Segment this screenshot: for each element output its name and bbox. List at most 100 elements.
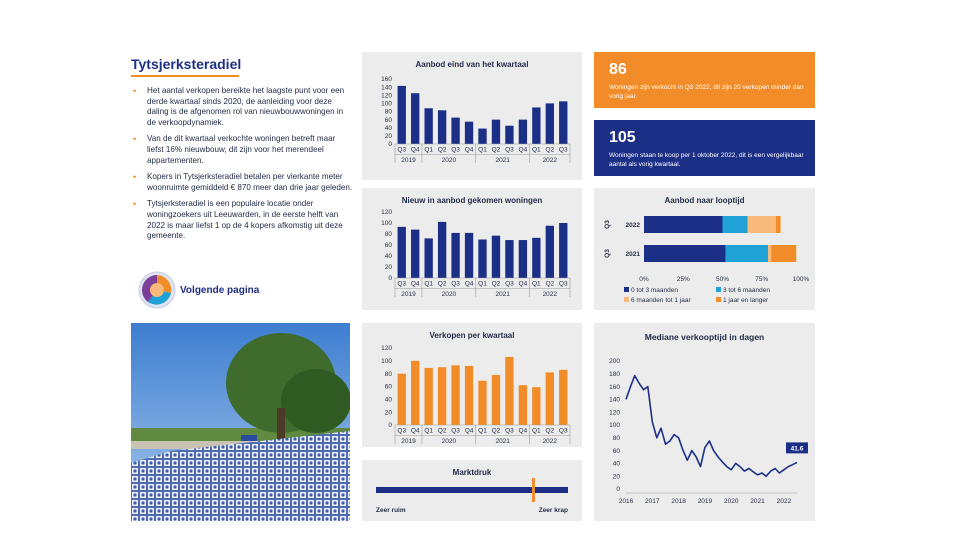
- bar: [518, 385, 528, 425]
- x-tick-label: 2019: [698, 498, 713, 505]
- row-label: 2021: [626, 251, 641, 258]
- stacked-segment: [644, 216, 723, 233]
- y-tick-label: 20: [385, 133, 393, 140]
- bar: [505, 125, 514, 144]
- y-tick-label: 100: [381, 358, 392, 365]
- marktdruk-panel: Marktdruk Zeer ruim Zeer krap: [362, 460, 582, 521]
- year-label: 2022: [543, 291, 558, 298]
- bar: [491, 119, 501, 144]
- year-label: 2019: [401, 157, 416, 164]
- bar: [518, 240, 528, 278]
- x-tick-label: Q2: [545, 147, 554, 154]
- kpi-number: 86: [609, 61, 627, 78]
- x-tick-label: 25%: [677, 276, 690, 283]
- x-tick-label: 50%: [716, 276, 729, 283]
- stacked-segment: [722, 216, 748, 233]
- year-label: 2022: [543, 157, 558, 164]
- x-tick-label: Q1: [424, 281, 433, 288]
- bar: [411, 360, 420, 425]
- x-tick-label: Q1: [424, 147, 433, 154]
- y-tick-label: 140: [609, 397, 620, 404]
- stacked-bar-looptijd: 2022 Q3 2021 Q3 0% 25% 50% 75% 100% 0 tot 3 maand…: [604, 216, 810, 304]
- y-tick-label: 100: [381, 220, 392, 227]
- row-label: 2022: [626, 222, 641, 229]
- series-line: [625, 374, 798, 477]
- bar: [491, 235, 501, 278]
- group-label: Q3: [604, 249, 611, 258]
- x-tick-label: 2017: [645, 498, 660, 505]
- y-tick-label: 20: [385, 409, 393, 416]
- bullet-item: Van de dit kwartaal verkochte woningen b…: [131, 134, 353, 166]
- x-tick-label: Q4: [411, 281, 420, 288]
- bar: [411, 229, 420, 278]
- bar: [424, 238, 433, 278]
- next-page-icon[interactable]: [138, 271, 176, 309]
- legend-label: 6 maanden tot 1 jaar: [631, 297, 691, 304]
- x-tick-label: 2020: [724, 498, 739, 505]
- legend-swatch: [624, 287, 629, 292]
- y-tick-label: 200: [609, 358, 620, 365]
- legend-swatch: [624, 297, 629, 302]
- y-tick-label: 100: [609, 422, 620, 429]
- x-tick-label: Q2: [545, 428, 554, 435]
- y-tick-label: 140: [381, 84, 392, 91]
- x-tick-label: Q4: [519, 428, 528, 435]
- x-tick-label: Q2: [438, 147, 447, 154]
- x-tick-label: 2022: [777, 498, 792, 505]
- last-value-label: 41.6: [791, 445, 804, 452]
- chart-title: Nieuw in aanbod gekomen woningen: [401, 196, 543, 205]
- x-tick-label: 0%: [639, 276, 649, 283]
- bar: [518, 119, 528, 144]
- chart-title: Verkopen per kwartaal: [429, 331, 515, 340]
- x-tick-label: Q3: [397, 281, 406, 288]
- stacked-segment: [644, 245, 726, 262]
- bar: [545, 372, 554, 425]
- x-tick-label: Q3: [559, 428, 568, 435]
- year-label: 2020: [442, 438, 457, 445]
- chart-verkopen-panel: Verkopen per kwartaal 0 20 40 60 80 100 120 Q3 Q…: [362, 323, 582, 447]
- x-tick-label: Q3: [397, 428, 406, 435]
- x-tick-label: Q3: [451, 147, 460, 154]
- x-tick-label: Q1: [532, 281, 541, 288]
- last-value-box: [786, 442, 808, 454]
- gauge-max-label: Zeer krap: [539, 507, 568, 514]
- year-label: 2019: [401, 291, 416, 298]
- year-label: 2020: [442, 291, 457, 298]
- x-tick-label: Q4: [465, 281, 474, 288]
- bar: [397, 85, 406, 144]
- x-tick-label: 2016: [619, 498, 634, 505]
- x-tick-label: Q1: [478, 428, 487, 435]
- chart-nieuw-panel: Nieuw in aanbod gekomen woningen 0 20 40 60…: [362, 188, 582, 310]
- year-label: 2022: [543, 438, 558, 445]
- bar: [397, 373, 406, 425]
- year-label: 2021: [495, 291, 510, 298]
- bar: [451, 232, 460, 278]
- chart-mediaan-panel: Mediane verkooptijd in dagen 0 20 40 60 80 10…: [594, 323, 815, 521]
- y-tick-label: 20: [613, 473, 621, 480]
- next-page-link[interactable]: Volgende pagina: [180, 285, 260, 296]
- y-tick-label: 160: [381, 76, 392, 83]
- bar: [397, 226, 406, 278]
- x-tick-label: Q3: [451, 281, 460, 288]
- x-tick-label: Q4: [519, 281, 528, 288]
- legend-swatch: [716, 287, 721, 292]
- bar: [464, 365, 474, 425]
- legend-label: 3 tot 6 maanden: [723, 287, 770, 294]
- bar: [505, 356, 514, 425]
- x-tick-label: Q2: [438, 281, 447, 288]
- y-tick-label: 160: [609, 384, 620, 391]
- y-tick-label: 40: [613, 461, 621, 468]
- y-tick-label: 0: [616, 486, 620, 493]
- bar: [478, 239, 487, 278]
- chart-title: Marktdruk: [452, 468, 492, 477]
- chart-title: Mediane verkooptijd in dagen: [644, 332, 765, 342]
- bar: [424, 367, 433, 425]
- y-tick-label: 40: [385, 397, 393, 404]
- bar: [464, 121, 474, 144]
- bar: [559, 223, 568, 278]
- x-tick-label: Q3: [505, 147, 514, 154]
- x-tick-label: Q4: [465, 147, 474, 154]
- kpi-number: 105: [609, 129, 636, 146]
- year-label: 2019: [401, 438, 416, 445]
- x-tick-label: 2018: [671, 498, 686, 505]
